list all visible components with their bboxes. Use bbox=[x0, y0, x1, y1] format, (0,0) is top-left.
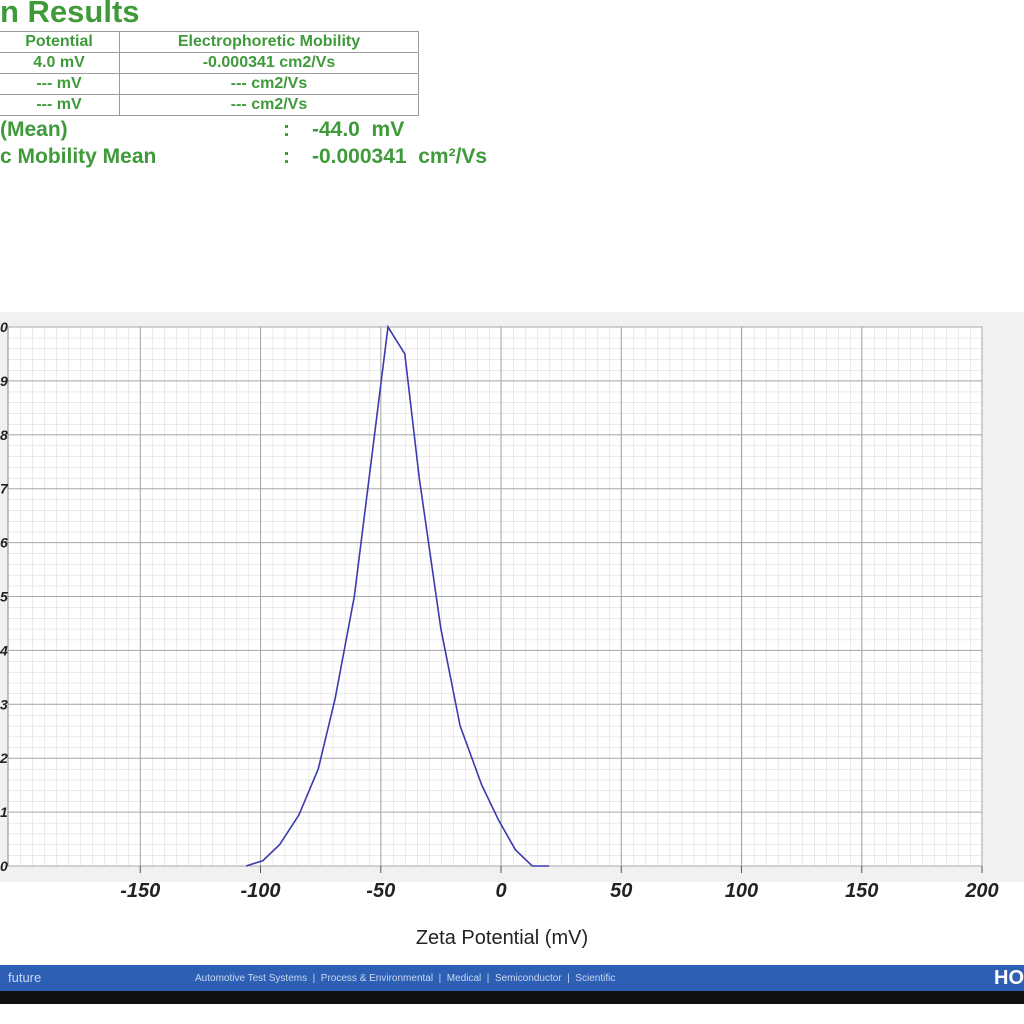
cell: --- mV bbox=[0, 73, 120, 95]
results-table: Potential Electrophoretic Mobility 4.0 mV… bbox=[0, 31, 419, 116]
title: n Results bbox=[0, 0, 140, 29]
x-tick-label: -150 bbox=[120, 880, 160, 902]
x-tick-label: 50 bbox=[610, 880, 632, 902]
cell: --- mV bbox=[0, 94, 120, 116]
summary-label: (Mean) bbox=[0, 118, 68, 141]
cell: -0.000341 cm2/Vs bbox=[119, 52, 419, 74]
cell: --- cm2/Vs bbox=[119, 73, 419, 95]
footer-links: Automotive Test Systems | Process & Envi… bbox=[195, 973, 616, 984]
cell: 4.0 mV bbox=[0, 52, 120, 74]
y-tick-label: 7 bbox=[0, 481, 9, 497]
y-tick-label: 5 bbox=[0, 589, 8, 605]
chart: Zeta Potential (mV) 0 1 2 3 4 5 6 7 8 9 0 -150 -100 -… bbox=[0, 312, 1024, 949]
cell: --- cm2/Vs bbox=[119, 94, 419, 116]
y-tick-label: 3 bbox=[0, 696, 8, 712]
x-tick-label: 0 bbox=[495, 880, 506, 902]
x-axis-label: Zeta Potential (mV) bbox=[416, 927, 588, 949]
summary-label: c Mobility Mean bbox=[0, 145, 157, 168]
y-tick-label: 0 bbox=[0, 319, 8, 335]
summary-value: -0.000341 cm²/Vs bbox=[312, 145, 488, 168]
y-tick-label: 8 bbox=[0, 427, 8, 443]
y-tick-label: 4 bbox=[0, 642, 8, 658]
x-tick-label: 100 bbox=[725, 880, 758, 902]
y-tick-label: 6 bbox=[0, 535, 8, 551]
x-tick-label: 150 bbox=[845, 880, 878, 902]
footer-bar: future Automotive Test Systems | Process… bbox=[0, 965, 1024, 991]
summary-colon: : bbox=[283, 145, 290, 168]
y-tick-label: 2 bbox=[0, 750, 8, 766]
footer-tagline: future bbox=[8, 970, 42, 985]
y-tick-label: 0 bbox=[0, 858, 8, 874]
summary-value: -44.0 mV bbox=[312, 118, 405, 141]
bottom-strip bbox=[0, 991, 1024, 1004]
data-line bbox=[245, 324, 550, 867]
footer-logo: HO bbox=[994, 967, 1024, 989]
y-tick-label: 1 bbox=[0, 804, 8, 820]
y-tick-label: 9 bbox=[0, 373, 8, 389]
x-tick-label: -50 bbox=[366, 880, 395, 902]
x-tick-label: 200 bbox=[964, 880, 998, 902]
x-tick-label: -100 bbox=[241, 880, 281, 902]
summary-colon: : bbox=[283, 118, 290, 141]
